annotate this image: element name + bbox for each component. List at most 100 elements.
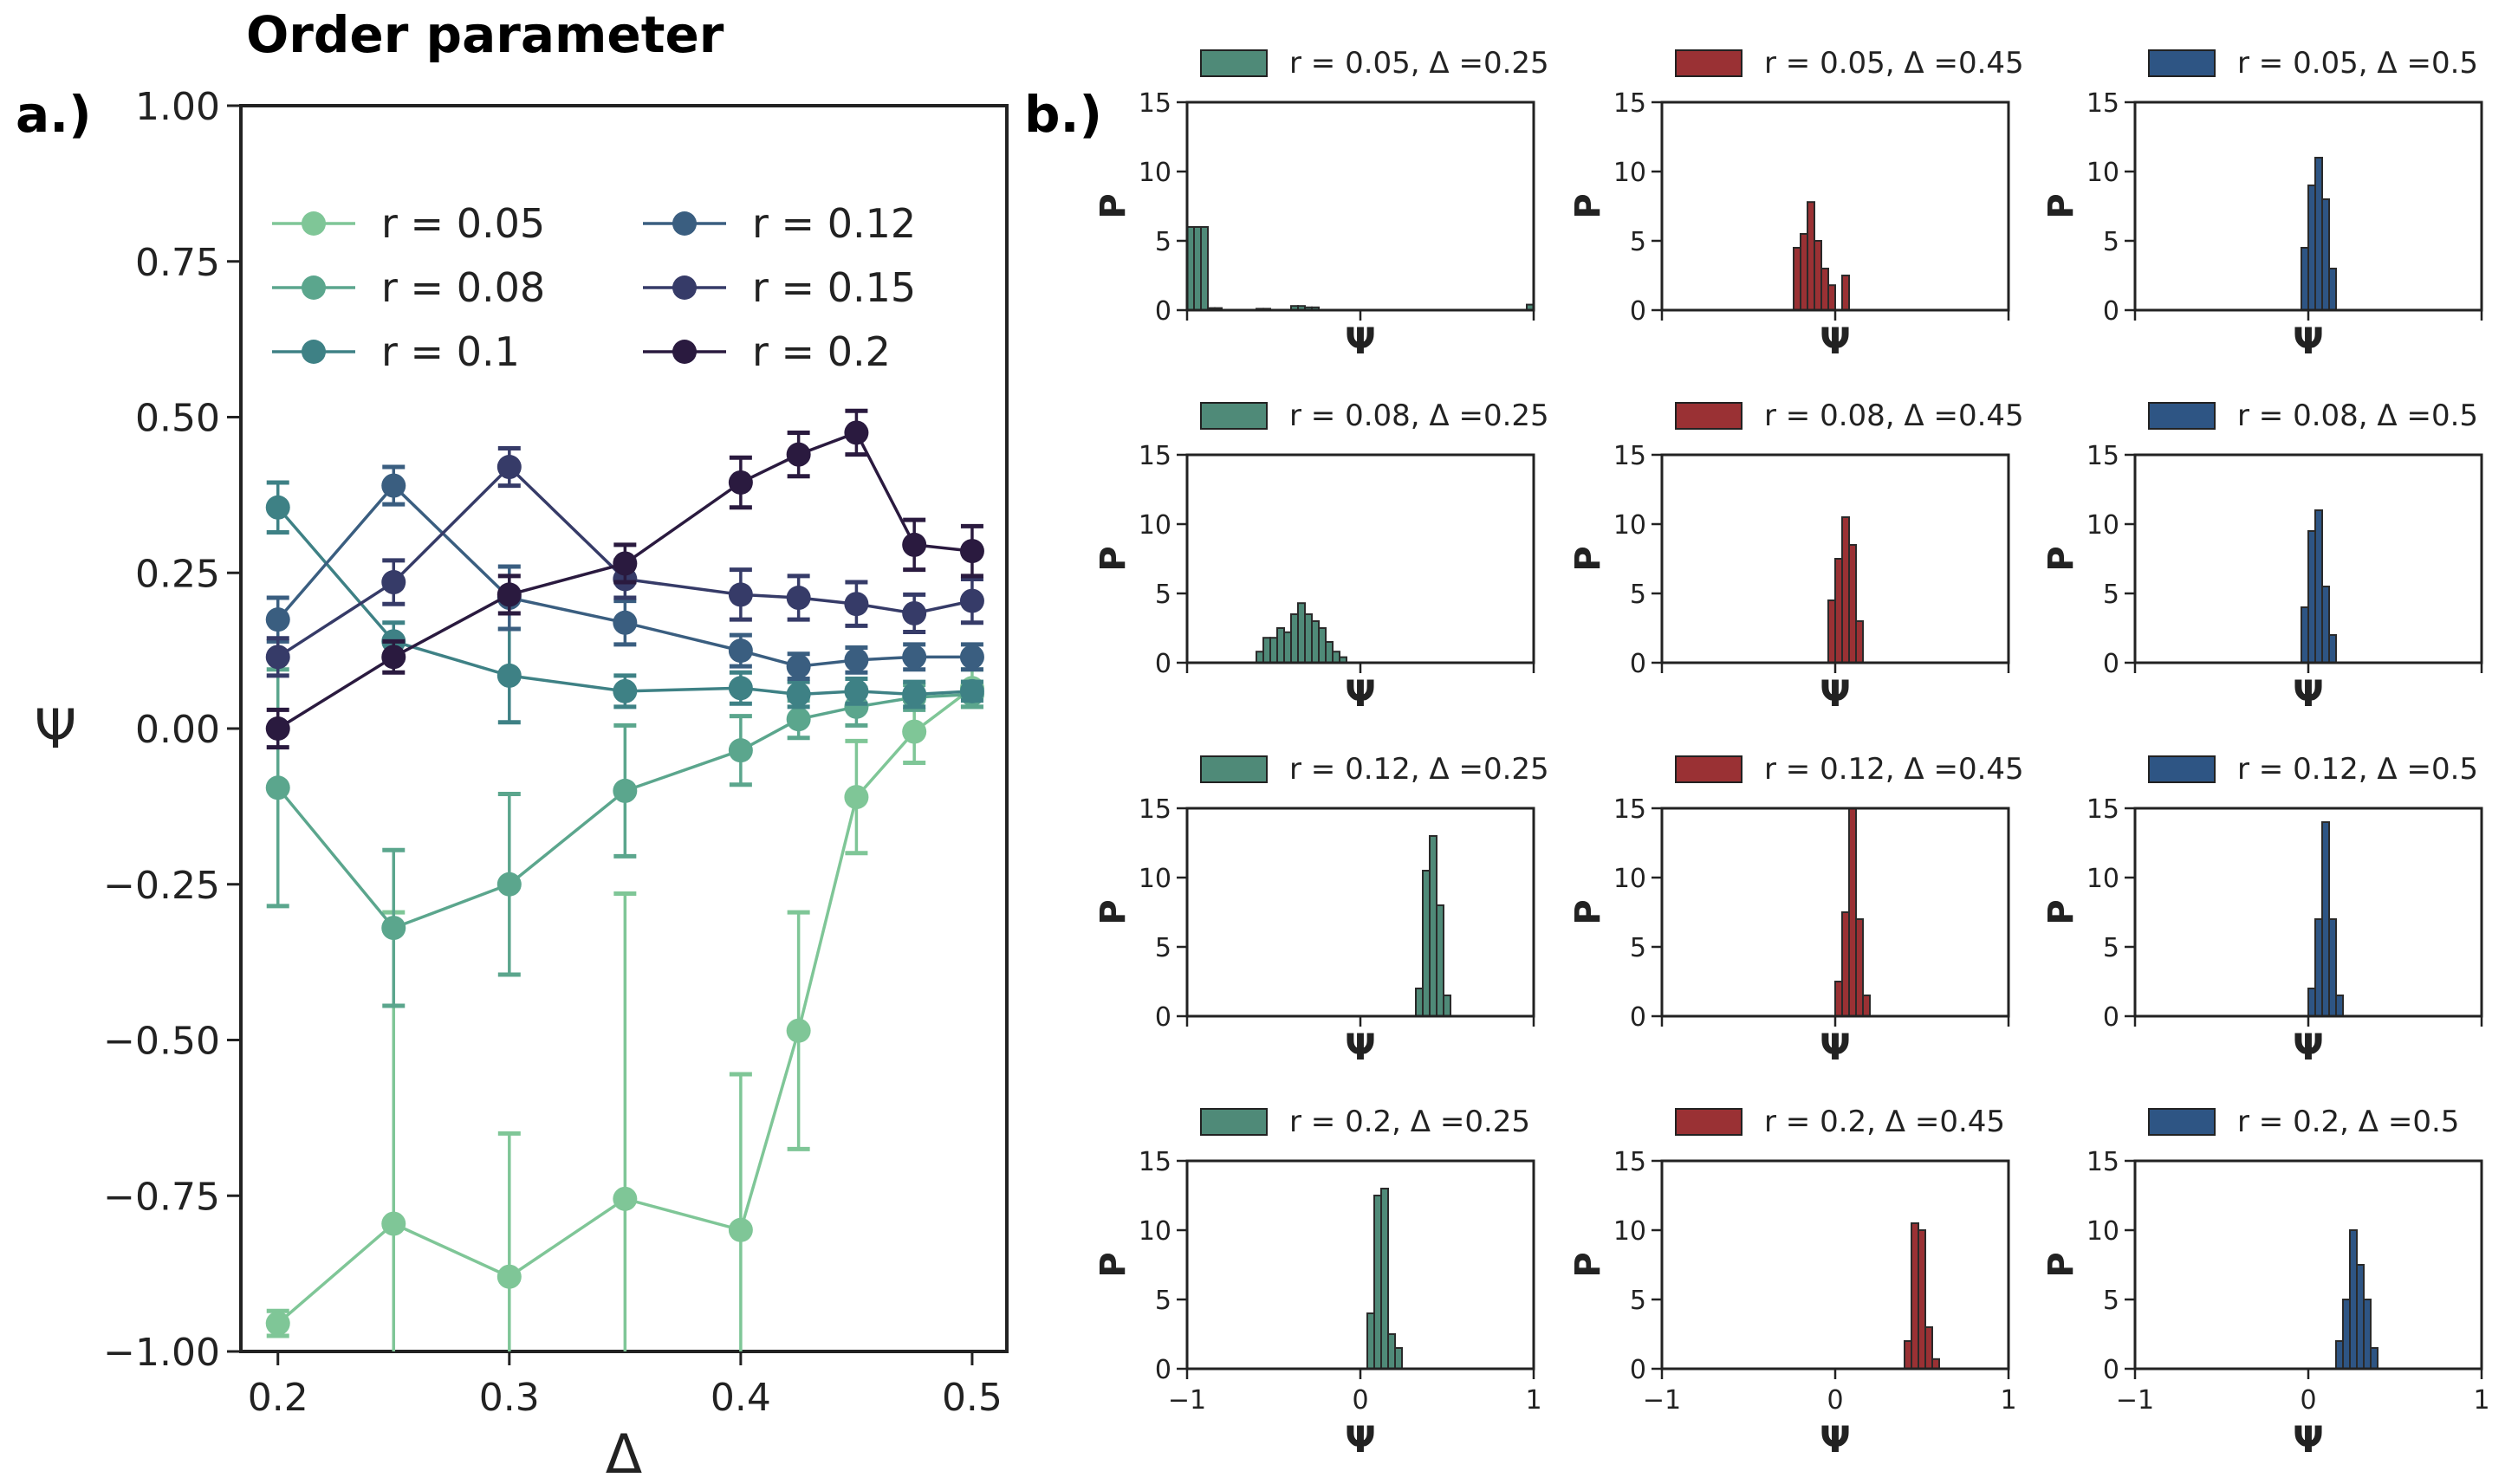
- legend-label: r = 0.2, Δ =0.25: [1289, 1105, 1530, 1139]
- y-tick-label: 5: [2103, 580, 2119, 610]
- histogram-bar: [1827, 599, 1836, 664]
- x-tick-label: 0: [1352, 1385, 1368, 1416]
- data-point: [959, 645, 984, 670]
- y-tick-label: 0: [1155, 1002, 1171, 1033]
- y-tick-label: 5: [1155, 580, 1171, 610]
- data-point: [959, 588, 984, 613]
- data-point: [844, 785, 869, 810]
- x-tick-label: 1: [1525, 1385, 1541, 1416]
- histogram-bar: [1373, 1195, 1382, 1370]
- histogram-bar: [1793, 247, 1801, 311]
- order-parameter-legend: r = 0.05 r = 0.08 r = 0.1 r = 0.12 r = 0.15 r…: [272, 200, 916, 375]
- legend-marker: [302, 211, 326, 236]
- histogram-bar: [1415, 988, 1424, 1017]
- x-axis-label: Ψ: [1820, 1418, 1851, 1461]
- histogram-bar: [2307, 185, 2316, 311]
- histogram-bar: [1827, 284, 1836, 312]
- data-point: [496, 1264, 522, 1289]
- histogram-r0.12-col3: r = 0.12, Δ =0.5 0 5 10 15 Ψ P: [2041, 752, 2483, 1068]
- legend-swatch: [1675, 1108, 1742, 1136]
- y-axis-label: P: [1094, 1252, 1133, 1277]
- histogram-bar: [1200, 226, 1209, 311]
- histogram-bar: [2349, 1229, 2358, 1370]
- legend-swatch: [2148, 1108, 2216, 1136]
- y-tick-label: −0.50: [103, 1020, 220, 1064]
- data-point: [381, 570, 406, 595]
- histogram-bar: [2363, 1299, 2372, 1370]
- y-axis-label: P: [1568, 899, 1608, 924]
- histogram-bar: [2342, 1299, 2351, 1370]
- x-axis-label: Ψ: [2293, 1418, 2324, 1461]
- histogram-bar: [2328, 268, 2337, 311]
- y-tick-label: 0: [2103, 296, 2119, 327]
- legend-label: r = 0.15: [752, 264, 916, 311]
- histogram-r0.05-col3: r = 0.05, Δ =0.5 0 5 10 15 Ψ P: [2041, 46, 2483, 362]
- x-axis-label: Δ: [606, 1422, 642, 1484]
- histogram-bar: [2321, 586, 2330, 664]
- y-tick-label: 5: [1155, 1286, 1171, 1316]
- histogram-bar: [1394, 1347, 1403, 1370]
- y-tick-label: 0: [2103, 649, 2119, 679]
- histogram-bar: [2328, 918, 2337, 1017]
- legend-swatch: [1675, 755, 1742, 783]
- histogram-bar: [1848, 807, 1857, 1017]
- y-tick-label: 15: [1613, 88, 1646, 119]
- legend-label: r = 0.12, Δ =0.25: [1289, 752, 1549, 787]
- y-tick-label: 1.00: [135, 85, 220, 129]
- y-tick-label: 10: [2086, 510, 2119, 541]
- data-point: [728, 738, 753, 763]
- data-point: [496, 663, 522, 688]
- legend-marker: [672, 211, 697, 236]
- data-point: [613, 678, 638, 703]
- y-tick-label: 15: [2086, 88, 2119, 119]
- y-tick-label: 5: [1630, 580, 1646, 610]
- y-tick-label: 0: [1630, 1355, 1646, 1385]
- x-tick-label: 1: [2473, 1385, 2489, 1416]
- y-tick-label: 5: [2103, 933, 2119, 963]
- x-axis-label: Ψ: [1345, 1026, 1376, 1068]
- histogram-bar: [2314, 509, 2323, 664]
- series-r-0-15: [265, 445, 984, 678]
- histogram-bar: [1807, 201, 1815, 311]
- y-tick-label: 5: [1155, 227, 1171, 257]
- y-tick-label: −1.00: [103, 1331, 220, 1375]
- histogram-bar: [2301, 247, 2309, 311]
- legend-label: r = 0.2, Δ =0.45: [1764, 1105, 2005, 1139]
- legend-swatch: [2148, 49, 2216, 77]
- data-point: [613, 778, 638, 803]
- data-point: [265, 716, 290, 741]
- legend-swatch: [2148, 402, 2216, 430]
- y-tick-label: 0.50: [135, 397, 220, 441]
- x-tick-label: −1: [1643, 1385, 1681, 1416]
- data-point: [613, 1186, 638, 1211]
- data-point: [902, 645, 927, 670]
- data-point: [496, 872, 522, 897]
- data-point: [844, 592, 869, 617]
- y-axis-label: P: [2041, 899, 2081, 924]
- histogram-bar: [1848, 544, 1857, 664]
- order-parameter-series: [265, 408, 984, 1351]
- data-point: [786, 654, 811, 679]
- x-tick-label: −1: [1168, 1385, 1206, 1416]
- histogram-bar: [1841, 275, 1850, 311]
- x-tick-label: 0: [1827, 1385, 1843, 1416]
- histogram-bar: [1800, 233, 1808, 311]
- y-tick-label: 10: [1613, 864, 1646, 894]
- x-axis-label: Ψ: [1345, 320, 1376, 362]
- histogram-r0.05-col1: r = 0.05, Δ =0.25 0 5 10 15 Ψ P: [1094, 46, 1549, 362]
- order-parameter-chart: −1.00 −0.75 −0.50 −0.25 0.00 0.25 0.50 0.75 1.00…: [35, 85, 1009, 1484]
- y-tick-label: 10: [2086, 158, 2119, 188]
- y-tick-label: 10: [1613, 1216, 1646, 1247]
- histogram-bar: [1924, 1326, 1933, 1370]
- histogram-bar: [1904, 1340, 1912, 1370]
- histogram-bar: [2370, 1347, 2378, 1370]
- histogram-bar: [1918, 1229, 1926, 1370]
- x-tick-label: 0.3: [479, 1376, 540, 1420]
- histogram-bar: [1820, 268, 1829, 311]
- plot-frame: [1185, 453, 1535, 664]
- x-tick-label: 0: [2300, 1385, 2316, 1416]
- histogram-bar: [2321, 198, 2330, 311]
- series-r-0-12: [265, 464, 984, 681]
